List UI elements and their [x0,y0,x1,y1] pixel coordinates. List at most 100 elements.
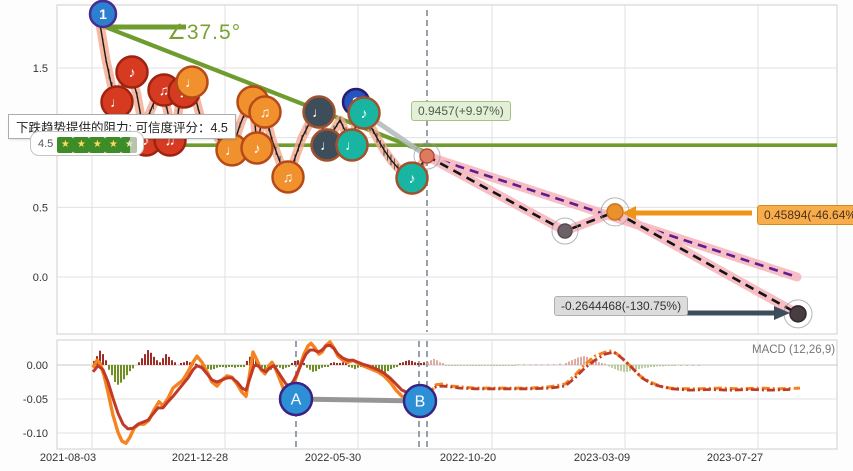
music-note-icon: ♩ [345,137,359,153]
macd-histogram-bar [535,364,537,366]
macd-histogram-bar [324,365,326,368]
macd-histogram-bar [168,356,170,365]
macd-histogram-bar [583,356,585,365]
music-note-marker[interactable] [335,128,369,162]
macd-histogram-bar [457,365,459,366]
macd-histogram-bar [390,365,392,370]
macd-histogram-bar [511,365,513,366]
macd-histogram-bar [186,360,188,365]
macd-histogram-bar [114,365,116,382]
macd-histogram-bar [692,365,694,366]
macd-histogram-bar [150,352,152,365]
projection-line[interactable] [426,154,798,279]
target-dot[interactable] [557,223,573,239]
macd-histogram-bar [261,365,263,368]
macd-histogram-bar [448,365,450,366]
macd-histogram-bar [342,362,344,365]
macd-histogram-bar [423,362,425,365]
macd-histogram-bar [574,358,576,365]
x-axis-tick: 2021-08-03 [40,452,96,464]
macd-histogram-bar [463,365,465,366]
macd-histogram-bar [183,362,185,365]
music-note-icon: ♩ [185,74,199,90]
music-note-marker[interactable] [248,95,282,129]
macd-histogram-bar [469,365,471,366]
macd-histogram-bar [357,365,359,368]
projection-path[interactable] [426,154,799,315]
macd-histogram-bar [653,365,655,368]
star-icon: ★ [73,137,90,153]
macd-histogram-bar [306,365,308,368]
wave-number-marker[interactable] [88,0,118,29]
angle-label: ∠37.5° [167,21,242,44]
music-note-marker[interactable] [302,95,336,129]
macd-histogram-bar [451,365,453,366]
music-note-icon: ♫ [159,82,170,98]
music-note-icon: ♪ [254,140,261,156]
macd-histogram-bar [411,360,413,365]
macd-histogram-bar [626,365,628,372]
macd-histogram-bar [279,365,281,368]
macd-histogram-bar [565,362,567,365]
macd-histogram-bar [162,358,164,365]
rating-value: 4.5 [38,137,54,150]
wave-number-label: 1 [99,6,107,22]
star-icon: ★ [105,137,122,153]
macd-histogram-bar [577,357,579,365]
macd-histogram-bar [553,364,555,366]
macd-histogram-bar [671,365,673,366]
rating-stars: ★ ★ ★ ★ ★ [57,134,138,153]
macd-histogram-bar [153,356,155,365]
macd-histogram-bar [638,365,640,370]
macd-histogram-bar [641,365,643,369]
music-note-marker[interactable] [395,161,429,195]
price-label-mid-target[interactable]: 0.45894(-46.64%) [757,205,853,225]
macd-histogram-bar [294,360,296,365]
macd-histogram-bar [686,365,688,366]
music-note-marker[interactable] [115,55,149,89]
macd-histogram-bar [216,365,218,368]
macd-histogram-bar [225,365,227,368]
macd-histogram-bar [174,362,176,365]
macd-histogram-bar [604,363,606,365]
signal-line-projection [426,350,791,398]
macd-histogram-bar [231,365,233,368]
macd-histogram-bar [430,360,432,365]
target-dot[interactable] [606,203,624,221]
signal-line [91,343,426,431]
arrow-head-icon [774,306,790,320]
macd-histogram-bar [662,365,664,367]
macd-histogram-bar [117,365,119,385]
macd-histogram-bar [487,365,489,366]
target-dot[interactable] [789,305,807,323]
macd-histogram-bar [159,362,161,365]
macd-histogram-bar [427,362,429,365]
macd-histogram-bar [129,365,131,372]
music-note-marker[interactable] [175,65,209,99]
macd-histogram-bar [433,358,435,365]
half-star-icon: ★ [121,137,138,153]
macd-histogram-bar [436,360,438,365]
macd-histogram-bar [345,362,347,365]
price-label-current[interactable]: 0.9457(+9.97%) [411,101,511,121]
macd-histogram-bar [647,365,649,368]
target-dot[interactable] [419,148,435,164]
macd-histogram-bar [138,362,140,365]
music-note-marker[interactable] [240,131,274,165]
macd-histogram-bar [623,365,625,372]
music-note-marker[interactable] [347,96,381,130]
macd-histogram-bar [517,364,519,366]
macd-histogram-bar [327,365,329,368]
macd-histogram-bar [207,365,209,370]
point-marker-a[interactable] [278,381,314,417]
macd-histogram-bar [282,365,284,370]
macd-histogram-bar [460,365,462,366]
macd-histogram-bar [132,365,134,369]
music-note-marker[interactable] [271,160,305,194]
price-label-low-target[interactable]: -0.2644468(-130.75%) [554,296,689,316]
macd-histogram-bar [297,360,299,365]
point-marker-b[interactable] [402,383,438,419]
macd-histogram-bar [318,365,320,370]
macd-histogram-bar [493,365,495,366]
macd-histogram-bar [195,363,197,365]
